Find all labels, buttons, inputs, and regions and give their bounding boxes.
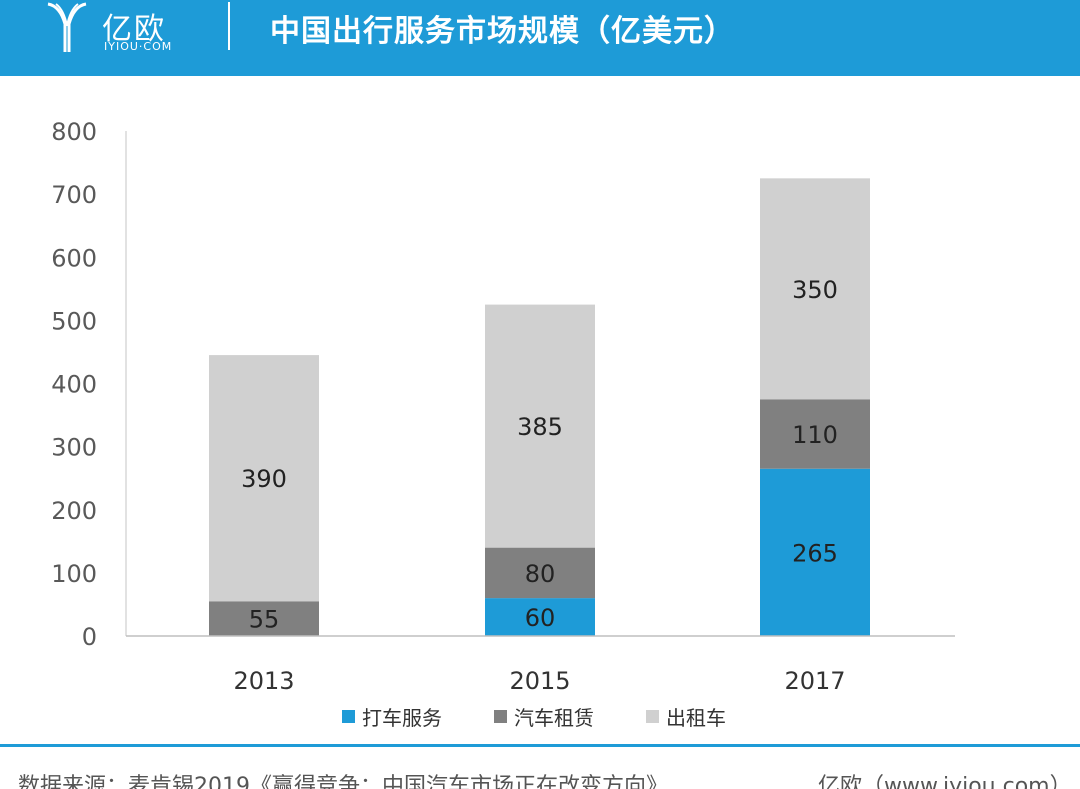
logo-mark-icon — [47, 2, 87, 52]
legend-swatch-car-rental — [494, 709, 507, 723]
legend-item-taxi: 出租车 — [646, 702, 726, 731]
data-label: 385 — [517, 413, 563, 441]
chart-legend: 打车服务 汽车租赁 出租车 — [342, 702, 778, 731]
brand-logo: 亿欧 IYIOU·COM — [40, 0, 210, 62]
data-label: 390 — [241, 465, 287, 493]
y-tick-label: 600 — [51, 244, 97, 272]
legend-label-taxi: 出租车 — [666, 705, 726, 730]
footer-divider — [0, 744, 1080, 747]
y-tick-label: 800 — [51, 118, 97, 146]
x-tick-label: 2015 — [509, 667, 570, 695]
bar-segment — [485, 598, 595, 636]
stacked-bar-chart: 0 100 200 300 400 500 600 700 800 55 390 2013 60 80 38… — [51, 118, 955, 695]
y-tick-label: 700 — [51, 181, 97, 209]
data-label: 265 — [792, 539, 838, 567]
page-title: 中国出行服务市场规模（亿美元） — [270, 14, 735, 49]
data-label: 350 — [792, 276, 838, 304]
y-tick-label: 300 — [51, 434, 97, 462]
legend-label-ride-hailing: 打车服务 — [362, 705, 442, 730]
bar-segment — [760, 178, 870, 400]
bar-segment — [485, 304, 595, 548]
legend-label-car-rental: 汽车租赁 — [514, 705, 594, 730]
header-divider — [228, 2, 230, 50]
y-tick-label: 500 — [51, 307, 97, 335]
source-note: 数据来源：麦肯锡2019《赢得竞争：中国汽车市场正在改变方向》 — [18, 774, 668, 789]
y-tick-label: 400 — [51, 371, 97, 399]
bar-segment — [209, 601, 319, 636]
legend-item-car-rental: 汽车租赁 — [494, 702, 594, 731]
data-label: 55 — [249, 606, 280, 634]
legend-swatch-ride-hailing — [342, 709, 355, 723]
y-tick-label: 0 — [82, 623, 97, 651]
legend-item-ride-hailing: 打车服务 — [342, 702, 442, 731]
brand-credit: 亿欧（www.iyiou.com） — [818, 774, 1072, 789]
x-tick-label: 2017 — [784, 667, 845, 695]
header-bar: 亿欧 IYIOU·COM 中国出行服务市场规模（亿美元） — [0, 0, 1080, 76]
logo-wordmark-cn: 亿欧 — [102, 12, 166, 47]
data-label: 60 — [525, 604, 556, 632]
data-label: 110 — [792, 421, 838, 449]
bar-segment — [760, 399, 870, 469]
data-label: 80 — [525, 560, 556, 588]
legend-swatch-taxi — [646, 709, 659, 723]
bar-segment — [760, 468, 870, 636]
logo-wordmark-en: IYIOU·COM — [104, 40, 173, 53]
y-tick-label: 100 — [51, 560, 97, 588]
bar-segment — [209, 355, 319, 602]
y-tick-label: 200 — [51, 497, 97, 525]
x-tick-label: 2013 — [233, 667, 294, 695]
bar-segment — [485, 547, 595, 599]
